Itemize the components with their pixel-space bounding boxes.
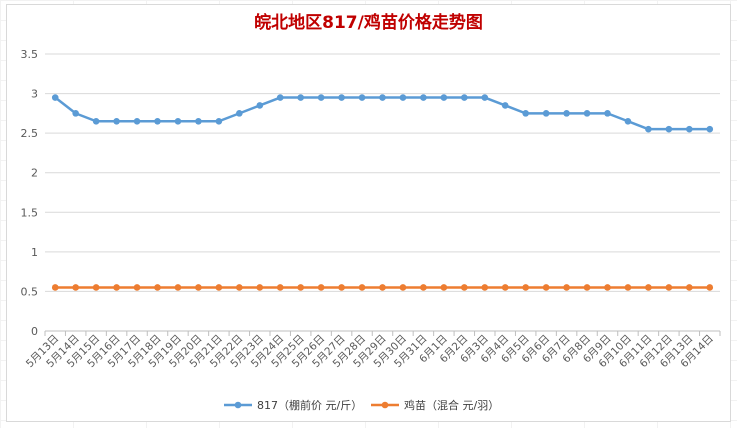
data-point [563, 284, 570, 291]
data-point [276, 94, 284, 101]
data-point [256, 102, 264, 109]
data-point [645, 284, 652, 291]
series-line-1 [54, 96, 710, 131]
chart-area[interactable] [6, 4, 731, 422]
data-point [706, 284, 714, 291]
data-point [420, 94, 427, 101]
data-point [481, 284, 489, 291]
legend-label: 鸡苗（混合 元/羽） [404, 398, 499, 412]
data-point [706, 125, 714, 133]
data-point [399, 94, 407, 101]
data-point [542, 110, 550, 117]
data-point [624, 284, 632, 291]
data-point [645, 125, 652, 133]
data-point [358, 284, 366, 291]
data-point [215, 117, 223, 125]
y-tick-label: 1 [31, 246, 38, 259]
data-point [665, 125, 673, 133]
legend-swatch-marker [234, 401, 242, 409]
data-point [665, 284, 673, 291]
y-tick-label: 3 [31, 88, 38, 101]
data-point [604, 284, 611, 291]
data-point [133, 117, 141, 125]
data-point [379, 94, 386, 101]
data-point [604, 110, 611, 117]
data-point [481, 94, 489, 101]
data-point [461, 284, 468, 291]
data-point [72, 110, 79, 117]
data-point [154, 284, 161, 291]
data-point [92, 117, 100, 125]
data-point [379, 284, 386, 291]
data-point [195, 284, 202, 291]
data-point [522, 110, 529, 117]
y-tick-label: 1.5 [21, 206, 39, 219]
data-point [133, 284, 141, 291]
data-point [358, 94, 366, 101]
data-point [399, 284, 407, 291]
y-tick-label: 0 [31, 325, 38, 338]
data-point [236, 110, 243, 117]
data-point [72, 284, 79, 291]
data-point [522, 284, 529, 291]
data-point [215, 284, 223, 291]
data-point [174, 117, 182, 125]
data-point [317, 94, 325, 101]
data-point [461, 94, 468, 101]
y-tick-label: 2 [31, 167, 38, 180]
y-tick-label: 2.5 [21, 127, 39, 140]
y-tick-label: 0.5 [21, 285, 39, 298]
data-point [236, 284, 243, 291]
data-point [113, 284, 120, 291]
data-point [174, 284, 182, 291]
data-point [686, 125, 693, 133]
data-point [542, 284, 550, 291]
data-point [338, 284, 345, 291]
data-point [440, 94, 448, 101]
data-point [563, 110, 570, 117]
data-point [338, 94, 345, 101]
data-point [297, 284, 304, 291]
data-point [583, 284, 591, 291]
data-point [501, 284, 509, 291]
data-point [420, 284, 427, 291]
data-point [92, 284, 100, 291]
data-point [51, 284, 59, 291]
data-point [440, 284, 448, 291]
data-point [154, 117, 161, 125]
data-point [501, 102, 509, 109]
data-point [297, 94, 304, 101]
data-point [583, 110, 591, 117]
data-point [51, 94, 59, 101]
data-point [317, 284, 325, 291]
chart-title: 皖北地区817/鸡苗价格走势图 [254, 13, 483, 33]
legend-swatch-marker [381, 401, 389, 409]
data-point [624, 117, 632, 125]
data-point [195, 117, 202, 125]
data-point [256, 284, 264, 291]
data-point [686, 284, 693, 291]
data-point [276, 284, 284, 291]
y-tick-label: 3.5 [21, 48, 39, 61]
legend-label: 817（棚前价 元/斤） [257, 398, 362, 412]
data-point [113, 117, 120, 125]
